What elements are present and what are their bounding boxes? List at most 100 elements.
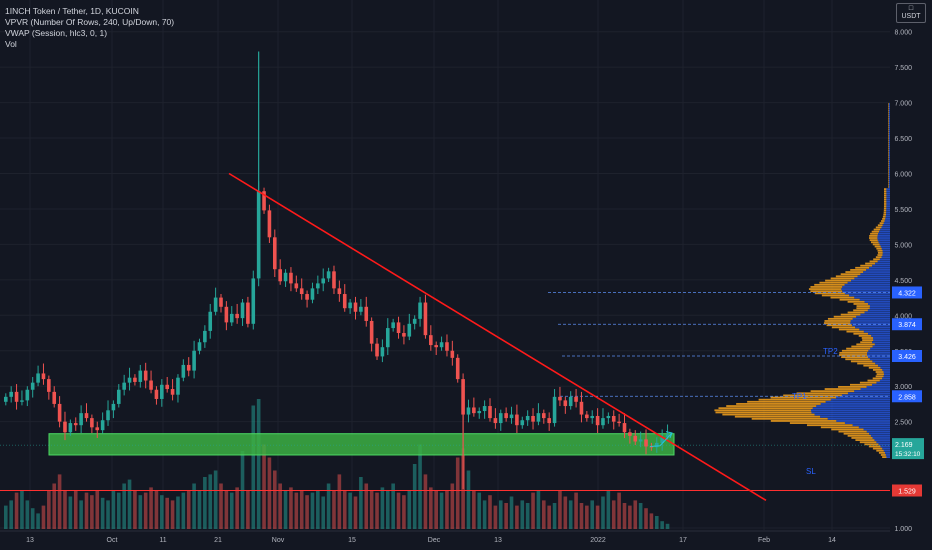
vpvr-bar bbox=[838, 386, 867, 388]
vpvr-bar bbox=[872, 368, 883, 371]
vpvr-bar bbox=[888, 122, 890, 125]
vpvr-bar bbox=[874, 245, 881, 248]
vpvr-bar bbox=[877, 249, 883, 252]
vpvr-bar bbox=[783, 394, 842, 397]
level-tag-label: 4.322 bbox=[898, 290, 916, 297]
vpvr-bar bbox=[722, 413, 815, 416]
vpvr-bar bbox=[840, 273, 861, 276]
vpvr-bar bbox=[858, 426, 890, 429]
candle bbox=[79, 413, 83, 426]
vpvr-bar bbox=[860, 273, 890, 276]
vpvr-bar bbox=[877, 224, 883, 227]
vpvr-bar bbox=[859, 328, 890, 331]
vpvr-bar bbox=[885, 215, 890, 218]
vpvr-bar bbox=[888, 179, 889, 182]
candle bbox=[579, 401, 584, 415]
volume-bar bbox=[531, 492, 535, 529]
candle bbox=[337, 288, 342, 295]
vpvr-bar bbox=[888, 156, 890, 159]
volume-bar bbox=[579, 503, 584, 529]
volume-bar bbox=[391, 483, 395, 529]
vpvr-bar bbox=[888, 171, 889, 173]
volume-bar bbox=[482, 500, 487, 529]
vpvr-bar bbox=[855, 266, 870, 269]
candle bbox=[63, 421, 67, 433]
candle bbox=[482, 406, 487, 412]
candlesticks bbox=[4, 51, 670, 490]
candle bbox=[192, 350, 196, 371]
candle bbox=[25, 389, 30, 401]
vpvr-bar bbox=[888, 177, 890, 180]
candle bbox=[563, 400, 568, 407]
candle bbox=[649, 446, 654, 448]
volume-bar bbox=[552, 503, 557, 529]
vpvr-bar bbox=[812, 407, 890, 410]
countdown-label: 15:32:10 bbox=[895, 451, 921, 458]
candle bbox=[176, 377, 180, 395]
vpvr-bar bbox=[847, 392, 890, 395]
vpvr-bar bbox=[877, 237, 890, 239]
sl-label: SL bbox=[806, 467, 816, 476]
candle bbox=[186, 364, 191, 371]
vpvr-bar bbox=[886, 203, 890, 205]
symbol-title[interactable]: 1INCH Token / Tether, 1D, KUCOIN bbox=[5, 6, 139, 16]
vpvr-bar bbox=[857, 362, 876, 365]
vpvr-bar bbox=[872, 345, 890, 348]
vpvr-bar bbox=[758, 398, 831, 401]
vpvr-bar bbox=[888, 103, 889, 105]
volume-bar bbox=[606, 490, 611, 529]
vpvr-bar bbox=[888, 179, 890, 182]
current-price-tag bbox=[892, 438, 924, 460]
currency-selector[interactable]: □ USDT bbox=[896, 3, 926, 23]
candle bbox=[364, 306, 369, 321]
current-price-label: 2.169 bbox=[895, 442, 913, 449]
time-axis[interactable]: 13 Oct 11 21 Nov 15 Dec 13 2022 17 Feb 14 bbox=[0, 530, 932, 550]
vpvr-bar bbox=[819, 281, 848, 284]
stop-loss-tag bbox=[892, 484, 922, 497]
vpvr-bar bbox=[878, 443, 890, 446]
volume-bar bbox=[536, 490, 541, 529]
price-levels bbox=[0, 292, 890, 491]
candle bbox=[36, 373, 40, 383]
vpvr-bar bbox=[888, 120, 890, 122]
vpvr-bar bbox=[820, 403, 890, 405]
x-tick-label: 17 bbox=[679, 537, 687, 544]
vpvr-bar bbox=[856, 305, 870, 307]
vpvr-bar bbox=[888, 115, 890, 118]
candle bbox=[122, 382, 126, 390]
vpvr-bar bbox=[853, 332, 869, 335]
vpvr-bar bbox=[871, 230, 880, 233]
vpvr-bar bbox=[856, 307, 870, 310]
breakout-arrow bbox=[649, 432, 673, 447]
volume-bar bbox=[585, 505, 589, 529]
vwap-indicator-label[interactable]: VWAP (Session, hlc3, 0, 1) bbox=[5, 28, 108, 38]
vpvr-bar bbox=[789, 422, 845, 424]
vpvr-bar bbox=[869, 266, 890, 269]
vpvr-bar bbox=[883, 449, 890, 452]
candle bbox=[369, 320, 374, 344]
candle bbox=[143, 370, 148, 381]
vpvr-bar bbox=[872, 341, 890, 344]
vpvr-bar bbox=[888, 105, 889, 108]
candle bbox=[601, 418, 605, 426]
candle bbox=[509, 414, 514, 419]
vpvr-bar bbox=[884, 188, 887, 190]
volume-bar bbox=[525, 503, 530, 529]
volume-bar bbox=[654, 516, 659, 529]
price-axis[interactable]: 8.500 8.000 7.500 7.000 6.500 6.000 5.500 5.000… bbox=[892, 0, 924, 533]
trendline[interactable] bbox=[228, 172, 767, 502]
vpvr-bar bbox=[808, 288, 842, 290]
volume-bar bbox=[498, 500, 503, 529]
vpvr-bar bbox=[833, 315, 857, 318]
vpvr-bar bbox=[882, 252, 890, 254]
vpvr-bar bbox=[734, 415, 821, 418]
vpvr-bar bbox=[874, 343, 890, 346]
volume-indicator-label[interactable]: Vol bbox=[5, 39, 17, 49]
volume-bar bbox=[563, 496, 568, 529]
tp2-label: TP2 bbox=[823, 347, 838, 356]
vpvr-bar bbox=[836, 420, 890, 422]
vpvr-bar bbox=[883, 205, 887, 208]
vpvr-indicator-label[interactable]: VPVR (Number Of Rows, 240, Up/Down, 70) bbox=[5, 17, 175, 27]
vpvr-bar bbox=[881, 226, 890, 229]
